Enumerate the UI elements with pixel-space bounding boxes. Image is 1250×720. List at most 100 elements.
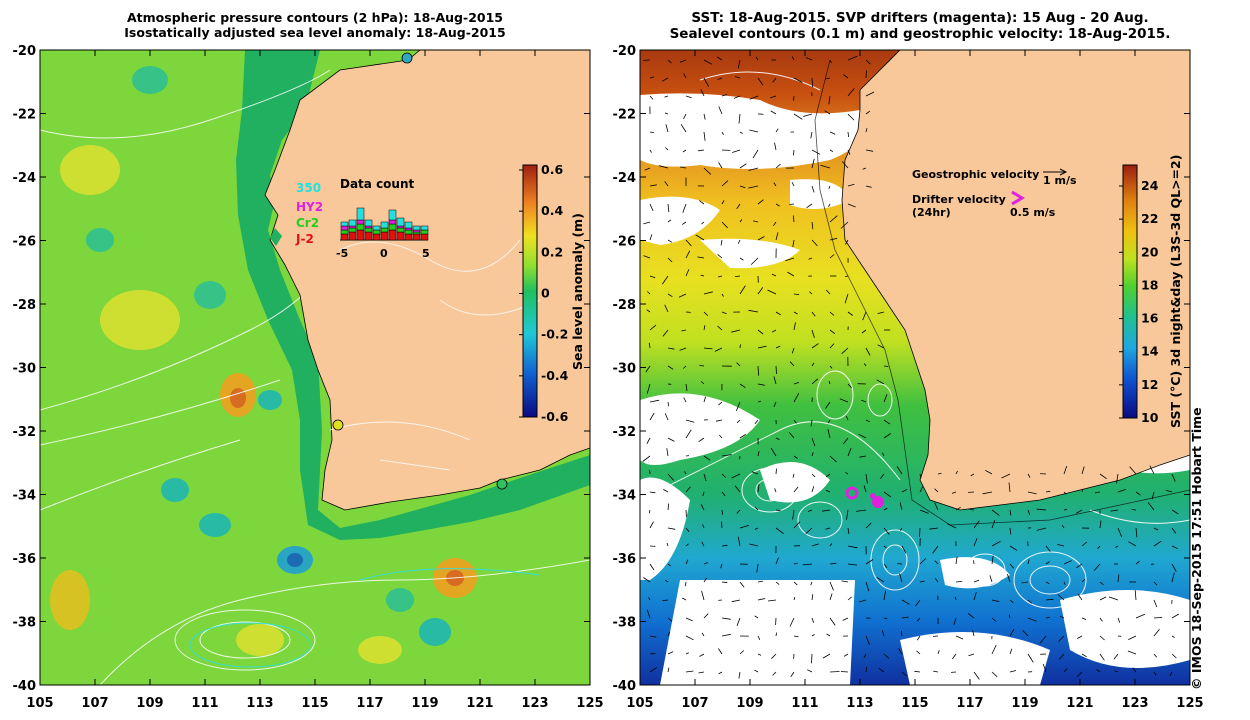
velocity-arrow bbox=[683, 113, 687, 120]
velocity-arrow bbox=[883, 491, 892, 498]
velocity-arrow bbox=[847, 88, 855, 97]
right-title-line1: SST: 18-Aug-2015. SVP drifters (magenta)… bbox=[691, 10, 1149, 26]
data-count-bar bbox=[372, 229, 381, 235]
velocity-arrow bbox=[1027, 473, 1031, 478]
velocity-arrow bbox=[973, 592, 977, 601]
velocity-arrow bbox=[841, 580, 849, 583]
velocity-arrow bbox=[649, 324, 657, 331]
velocity-arrow bbox=[1096, 669, 1101, 673]
velocity-arrow bbox=[1093, 563, 1101, 571]
velocity-arrow bbox=[865, 473, 868, 484]
left-ytick-label: -30 bbox=[13, 362, 37, 377]
velocity-arrow bbox=[827, 429, 831, 439]
velocity-arrow bbox=[721, 509, 723, 515]
velocity-arrow bbox=[698, 671, 705, 674]
velocity-arrow bbox=[793, 419, 797, 424]
velocity-arrow bbox=[1027, 599, 1032, 604]
velocity-arrow bbox=[721, 180, 729, 187]
velocity-arrow bbox=[844, 275, 849, 278]
velocity-arrow bbox=[1131, 509, 1137, 511]
velocity-arrow bbox=[822, 653, 831, 659]
velocity-arrow bbox=[773, 401, 777, 407]
velocity-arrow bbox=[883, 433, 891, 439]
velocity-arrow bbox=[829, 59, 832, 64]
velocity-arrow bbox=[1045, 581, 1050, 585]
velocity-arrow bbox=[734, 485, 741, 493]
velocity-arrow bbox=[649, 95, 654, 100]
left-ytick-label: -36 bbox=[13, 552, 37, 567]
velocity-arrow bbox=[749, 543, 759, 547]
velocity-arrow bbox=[825, 289, 831, 295]
velocity-arrow bbox=[899, 573, 903, 583]
velocity-arrow bbox=[645, 365, 651, 373]
velocity-arrow bbox=[667, 401, 669, 407]
left-ytick-label: -24 bbox=[13, 171, 37, 186]
velocity-arrow bbox=[767, 289, 777, 295]
velocity-arrow bbox=[718, 671, 723, 675]
velocity-arrow bbox=[720, 239, 723, 246]
sst-colorbar-label: SST (°C) 3d night&day (L3S-3d QL>=2) bbox=[1168, 155, 1183, 428]
data-count-bar bbox=[412, 233, 421, 241]
velocity-arrow bbox=[1117, 527, 1123, 538]
velocity-arrow bbox=[695, 234, 705, 241]
velocity-arrow bbox=[793, 322, 796, 331]
velocity-arrow bbox=[1153, 599, 1158, 608]
velocity-arrow bbox=[865, 110, 871, 115]
velocity-arrow bbox=[1134, 590, 1137, 601]
velocity-arrow bbox=[739, 383, 746, 388]
velocity-arrow bbox=[934, 560, 939, 565]
velocity-arrow bbox=[789, 203, 795, 205]
velocity-arrow bbox=[721, 200, 725, 205]
velocity-arrow bbox=[775, 527, 784, 535]
velocity-arrow bbox=[991, 520, 996, 529]
velocity-arrow bbox=[991, 617, 997, 622]
data-count-xtick: 5 bbox=[422, 247, 430, 260]
velocity-arrow bbox=[811, 311, 816, 317]
velocity-arrow bbox=[865, 149, 874, 152]
velocity-arrow bbox=[991, 540, 1001, 547]
velocity-arrow bbox=[865, 559, 874, 565]
data-count-bar bbox=[340, 225, 349, 231]
velocity-arrow bbox=[991, 671, 998, 678]
velocity-arrow bbox=[947, 523, 957, 529]
colorbar-tick-label: -0.4 bbox=[541, 368, 569, 383]
velocity-arrow bbox=[662, 275, 669, 285]
velocity-arrow bbox=[825, 473, 831, 478]
velocity-arrow bbox=[646, 437, 651, 444]
colorbar-tick-label: 22 bbox=[1141, 211, 1158, 226]
velocity-arrow bbox=[649, 635, 657, 638]
velocity-arrow bbox=[847, 203, 856, 208]
velocity-arrow bbox=[1153, 617, 1163, 619]
velocity-arrow bbox=[919, 527, 921, 538]
velocity-arrow bbox=[1169, 671, 1173, 677]
velocity-arrow bbox=[810, 131, 813, 139]
velocity-arrow bbox=[698, 437, 705, 443]
velocity-arrow bbox=[748, 167, 759, 171]
velocity-arrow bbox=[883, 653, 890, 659]
velocity-arrow bbox=[929, 527, 939, 530]
velocity-arrow bbox=[703, 455, 711, 461]
velocity-arrow bbox=[732, 149, 741, 153]
velocity-arrow bbox=[989, 575, 993, 583]
data-count-bar bbox=[380, 221, 389, 229]
velocity-arrow bbox=[843, 653, 849, 657]
velocity-arrow bbox=[757, 236, 765, 241]
velocity-arrow bbox=[1151, 491, 1155, 500]
colorbar-tick-label: 10 bbox=[1141, 410, 1159, 425]
ssa-colorbar bbox=[522, 164, 538, 418]
data-count-inset bbox=[340, 207, 429, 241]
drifter-velocity-sub: (24hr) bbox=[912, 206, 951, 219]
velocity-arrow bbox=[900, 630, 903, 637]
velocity-arrow bbox=[718, 106, 723, 115]
velocity-arrow bbox=[649, 234, 653, 241]
velocity-arrow bbox=[649, 667, 657, 673]
velocity-arrow bbox=[1153, 527, 1159, 531]
velocity-arrow bbox=[969, 509, 975, 511]
velocity-arrow bbox=[793, 149, 795, 156]
velocity-arrow bbox=[865, 347, 871, 356]
velocity-arrow bbox=[862, 311, 867, 321]
velocity-arrow bbox=[901, 599, 910, 605]
velocity-arrow bbox=[749, 95, 759, 100]
velocity-arrow bbox=[829, 311, 835, 316]
velocity-arrow bbox=[1153, 540, 1162, 547]
